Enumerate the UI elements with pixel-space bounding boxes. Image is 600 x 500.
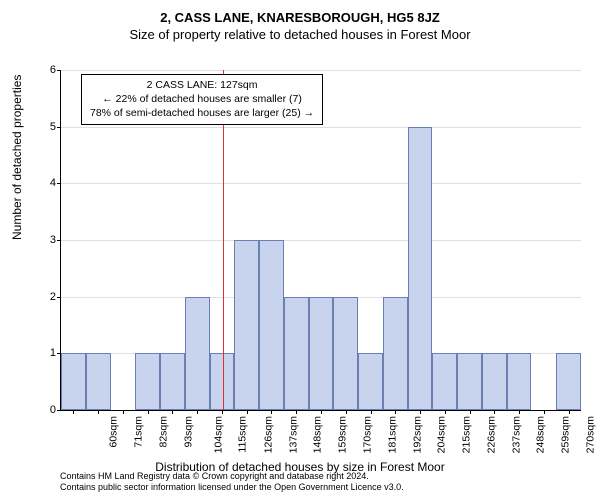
xtick-label: 137sqm bbox=[287, 416, 299, 453]
ytick-mark bbox=[57, 297, 61, 298]
xtick-mark bbox=[296, 410, 297, 414]
info-box: 2 CASS LANE: 127sqm← 22% of detached hou… bbox=[81, 74, 323, 125]
plot-area: 2 CASS LANE: 127sqm← 22% of detached hou… bbox=[60, 70, 581, 411]
xtick-label: 126sqm bbox=[262, 416, 274, 453]
histogram-bar bbox=[210, 353, 235, 410]
chart-title-line2: Size of property relative to detached ho… bbox=[0, 27, 600, 42]
xtick-mark bbox=[271, 410, 272, 414]
xtick-mark bbox=[148, 410, 149, 414]
histogram-bar bbox=[234, 240, 259, 410]
xtick-mark bbox=[222, 410, 223, 414]
footer-line1: Contains HM Land Registry data © Crown c… bbox=[60, 471, 404, 483]
xtick-label: 237sqm bbox=[510, 416, 522, 453]
y-axis-label: Number of detached properties bbox=[10, 75, 24, 240]
xtick-label: 259sqm bbox=[559, 416, 571, 453]
xtick-mark bbox=[321, 410, 322, 414]
xtick-label: 159sqm bbox=[337, 416, 349, 453]
xtick-mark bbox=[519, 410, 520, 414]
histogram-bar bbox=[556, 353, 581, 410]
xtick-mark bbox=[494, 410, 495, 414]
histogram-bar bbox=[408, 127, 433, 410]
xtick-label: 104sqm bbox=[213, 416, 225, 453]
ytick-label: 1 bbox=[40, 347, 56, 359]
histogram-bar bbox=[507, 353, 532, 410]
ytick-mark bbox=[57, 410, 61, 411]
histogram-bar bbox=[86, 353, 111, 410]
histogram-bar bbox=[259, 240, 284, 410]
ytick-label: 5 bbox=[40, 121, 56, 133]
footer-text: Contains HM Land Registry data © Crown c… bbox=[60, 471, 404, 494]
xtick-label: 248sqm bbox=[535, 416, 547, 453]
xtick-label: 93sqm bbox=[182, 416, 194, 448]
histogram-bar bbox=[333, 297, 358, 410]
xtick-label: 204sqm bbox=[436, 416, 448, 453]
xtick-mark bbox=[197, 410, 198, 414]
xtick-label: 71sqm bbox=[133, 416, 145, 448]
ytick-mark bbox=[57, 183, 61, 184]
ytick-mark bbox=[57, 127, 61, 128]
histogram-bar bbox=[160, 353, 185, 410]
xtick-mark bbox=[346, 410, 347, 414]
xtick-mark bbox=[73, 410, 74, 414]
info-box-line2: ← 22% of detached houses are smaller (7) bbox=[90, 92, 314, 106]
xtick-label: 148sqm bbox=[312, 416, 324, 453]
grid-line bbox=[61, 70, 581, 71]
xtick-mark bbox=[98, 410, 99, 414]
xtick-mark bbox=[569, 410, 570, 414]
xtick-label: 60sqm bbox=[108, 416, 120, 448]
xtick-mark bbox=[445, 410, 446, 414]
grid-line bbox=[61, 127, 581, 128]
xtick-mark bbox=[371, 410, 372, 414]
xtick-label: 82sqm bbox=[157, 416, 169, 448]
ytick-mark bbox=[57, 240, 61, 241]
xtick-label: 181sqm bbox=[386, 416, 398, 453]
xtick-label: 270sqm bbox=[584, 416, 596, 453]
xtick-label: 192sqm bbox=[411, 416, 423, 453]
xtick-label: 215sqm bbox=[460, 416, 472, 453]
xtick-mark bbox=[544, 410, 545, 414]
ytick-label: 3 bbox=[40, 234, 56, 246]
histogram-bar bbox=[284, 297, 309, 410]
info-box-line1: 2 CASS LANE: 127sqm bbox=[90, 78, 314, 92]
histogram-bar bbox=[61, 353, 86, 410]
histogram-bar bbox=[185, 297, 210, 410]
histogram-bar bbox=[309, 297, 334, 410]
xtick-label: 226sqm bbox=[485, 416, 497, 453]
chart-container: 2, CASS LANE, KNARESBOROUGH, HG5 8JZ Siz… bbox=[0, 10, 600, 500]
xtick-mark bbox=[395, 410, 396, 414]
grid-line bbox=[61, 240, 581, 241]
xtick-mark bbox=[123, 410, 124, 414]
xtick-mark bbox=[247, 410, 248, 414]
histogram-bar bbox=[457, 353, 482, 410]
xtick-label: 170sqm bbox=[361, 416, 373, 453]
ytick-label: 6 bbox=[40, 64, 56, 76]
xtick-mark bbox=[470, 410, 471, 414]
chart-title-line1: 2, CASS LANE, KNARESBOROUGH, HG5 8JZ bbox=[0, 10, 600, 25]
histogram-bar bbox=[482, 353, 507, 410]
histogram-bar bbox=[383, 297, 408, 410]
info-box-line3: 78% of semi-detached houses are larger (… bbox=[90, 106, 314, 120]
histogram-bar bbox=[432, 353, 457, 410]
histogram-bar bbox=[135, 353, 160, 410]
ytick-label: 2 bbox=[40, 291, 56, 303]
xtick-mark bbox=[420, 410, 421, 414]
grid-line bbox=[61, 183, 581, 184]
ytick-mark bbox=[57, 70, 61, 71]
ytick-label: 4 bbox=[40, 177, 56, 189]
footer-line2: Contains public sector information licen… bbox=[60, 482, 404, 494]
histogram-bar bbox=[358, 353, 383, 410]
xtick-mark bbox=[172, 410, 173, 414]
ytick-label: 0 bbox=[40, 404, 56, 416]
xtick-label: 115sqm bbox=[237, 416, 249, 453]
